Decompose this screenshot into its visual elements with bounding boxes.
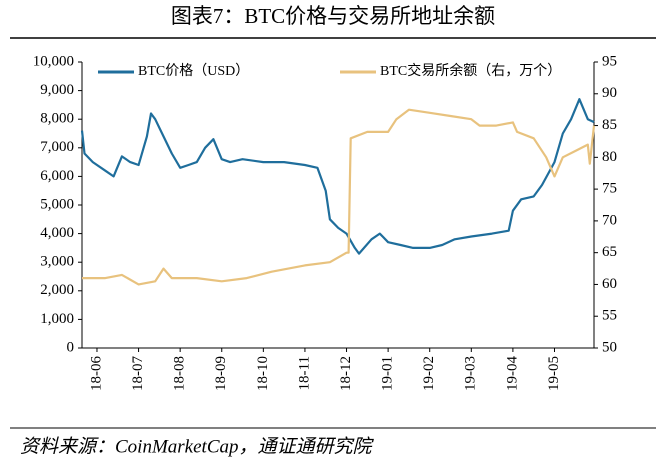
y-tick-label: 9,000 bbox=[40, 82, 74, 98]
series-line bbox=[80, 98, 595, 255]
x-tick-label: 18-10 bbox=[255, 356, 271, 391]
y-tick-label: 10,000 bbox=[33, 53, 74, 69]
source-note: 资料来源：CoinMarketCap，通证通研究院 bbox=[20, 435, 374, 457]
y2-tick-label: 65 bbox=[602, 244, 617, 260]
y2-tick-label: 70 bbox=[602, 212, 617, 228]
y-tick-label: 6,000 bbox=[40, 168, 74, 184]
y2-tick-label: 85 bbox=[602, 117, 617, 133]
y2-tick-label: 95 bbox=[602, 53, 617, 69]
legend-label: BTC价格（USD） bbox=[138, 63, 249, 79]
x-tick-label: 19-05 bbox=[546, 356, 562, 391]
y2-tick-label: 90 bbox=[602, 85, 617, 101]
x-tick-label: 18-07 bbox=[130, 356, 146, 391]
legend-label: BTC交易所余额（右，万个） bbox=[380, 62, 561, 79]
x-tick-label: 19-04 bbox=[504, 356, 520, 391]
y2-tick-label: 55 bbox=[602, 308, 617, 324]
x-tick-label: 18-08 bbox=[172, 356, 188, 391]
series-line bbox=[82, 108, 596, 286]
x-tick-label: 18-12 bbox=[338, 356, 354, 391]
y-tick-label: 1,000 bbox=[40, 311, 74, 327]
x-tick-label: 18-11 bbox=[296, 356, 312, 390]
y-tick-label: 8,000 bbox=[40, 111, 74, 127]
x-tick-label: 19-03 bbox=[463, 356, 479, 391]
y2-tick-label: 80 bbox=[602, 149, 617, 165]
x-tick-label: 18-09 bbox=[213, 356, 229, 391]
chart-title: 图表7：BTC价格与交易所地址余额 bbox=[171, 4, 495, 28]
y-tick-label: 0 bbox=[67, 339, 75, 355]
x-tick-label: 19-01 bbox=[380, 356, 396, 391]
y-tick-label: 5,000 bbox=[40, 196, 74, 212]
y2-tick-label: 75 bbox=[602, 181, 617, 197]
x-tick-label: 18-06 bbox=[88, 356, 104, 391]
y-tick-label: 2,000 bbox=[40, 282, 74, 298]
y2-tick-label: 60 bbox=[602, 276, 617, 292]
y-tick-label: 4,000 bbox=[40, 225, 74, 241]
y-tick-label: 3,000 bbox=[40, 254, 74, 270]
x-tick-label: 19-02 bbox=[421, 356, 437, 391]
y-tick-label: 7,000 bbox=[40, 139, 74, 155]
y2-tick-label: 50 bbox=[602, 339, 617, 355]
